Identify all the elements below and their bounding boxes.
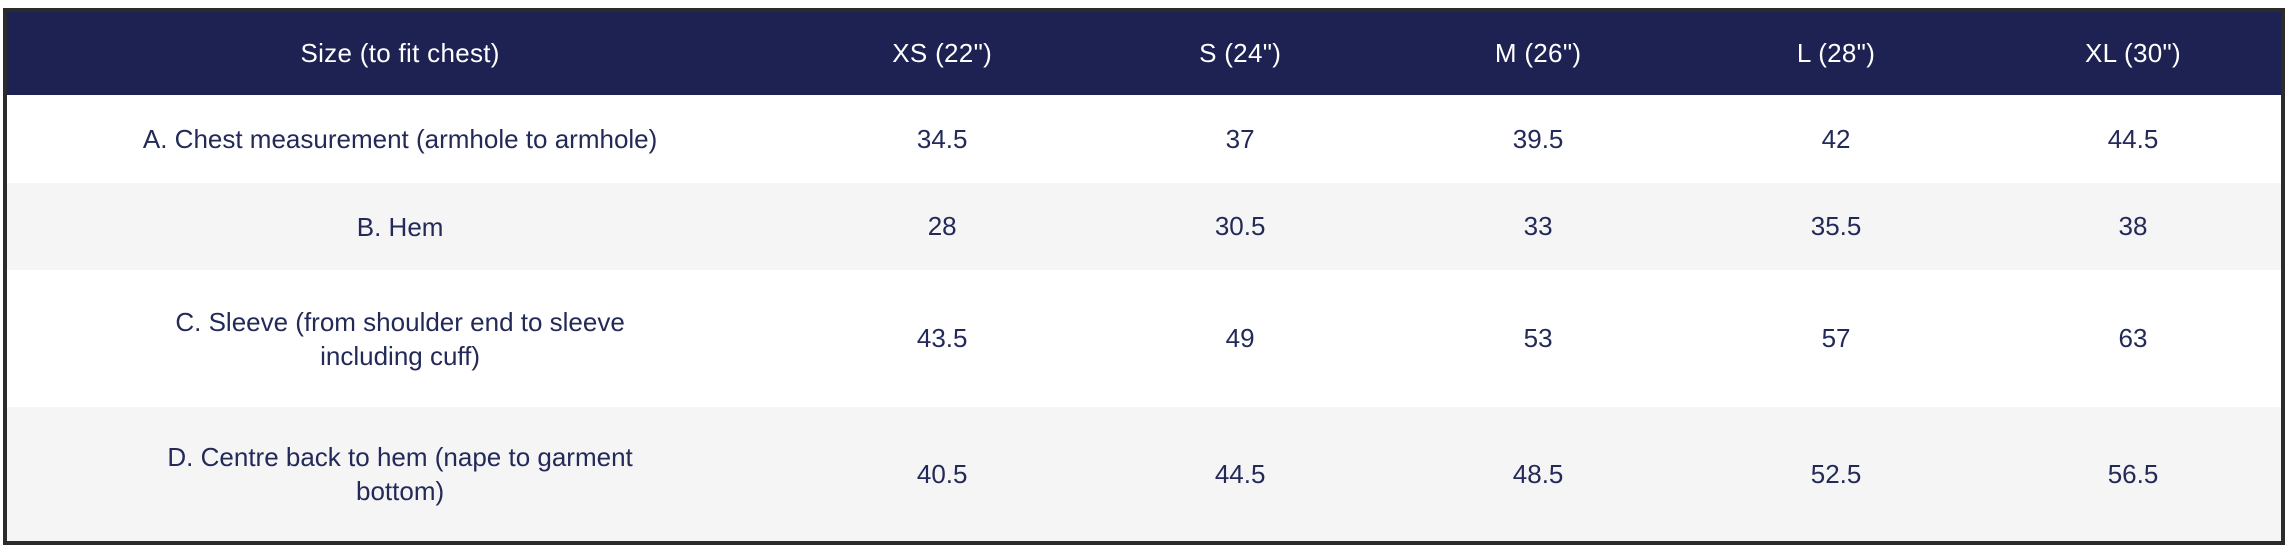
value-cell: 38 [2118, 211, 2148, 241]
value-cell: 57 [1821, 323, 1851, 353]
row-label: D. Centre back to hem (nape to garment b… [5, 407, 793, 543]
value-cell: 39.5 [1512, 123, 1564, 154]
value-cell: 34.5 [916, 123, 968, 154]
row-label-text: C. Sleeve (from shoulder end to sleeve i… [175, 306, 625, 371]
col-header-size: Size (to fit chest) [300, 38, 500, 68]
value-cell: 48.5 [1512, 458, 1564, 489]
value-cell: 44.5 [2107, 123, 2159, 154]
row-label: B. Hem [5, 183, 793, 270]
value-cell: 43.5 [916, 323, 968, 353]
size-chart-body: A. Chest measurement (armhole to armhole… [5, 95, 2283, 543]
row-chest-measurement: A. Chest measurement (armhole to armhole… [5, 95, 2283, 183]
col-header-xs: XS (22") [892, 38, 993, 68]
value-cell: 33 [1523, 211, 1553, 241]
value-cell: 53 [1523, 323, 1553, 353]
value-cell: 49 [1225, 323, 1255, 353]
value-cell: 28 [927, 211, 957, 241]
row-label-text: A. Chest measurement (armhole to armhole… [142, 124, 658, 154]
col-header-xl: XL (30") [2085, 38, 2181, 68]
value-cell: 37 [1225, 123, 1255, 154]
row-label: A. Chest measurement (armhole to armhole… [5, 95, 793, 183]
row-hem: B. Hem 28 30.5 33 35.5 38 [5, 183, 2283, 270]
size-chart-header: Size (to fit chest) XS (22") S (24") M (… [5, 10, 2283, 95]
value-cell: 42 [1821, 123, 1851, 154]
col-header-l: L (28") [1796, 38, 1876, 68]
col-header-s: S (24") [1199, 38, 1282, 68]
row-label: C. Sleeve (from shoulder end to sleeve i… [5, 270, 793, 407]
row-centre-back-to-hem: D. Centre back to hem (nape to garment b… [5, 407, 2283, 543]
value-cell: 63 [2118, 323, 2148, 353]
row-sleeve: C. Sleeve (from shoulder end to sleeve i… [5, 270, 2283, 407]
size-chart-table: Size (to fit chest) XS (22") S (24") M (… [3, 8, 2285, 545]
header-row: Size (to fit chest) XS (22") S (24") M (… [5, 10, 2283, 95]
row-label-text: B. Hem [356, 211, 444, 242]
value-cell: 30.5 [1214, 211, 1266, 241]
value-cell: 35.5 [1810, 211, 1862, 241]
value-cell: 40.5 [916, 458, 968, 489]
col-header-m: M (26") [1494, 38, 1582, 68]
value-cell: 44.5 [1214, 458, 1266, 489]
value-cell: 52.5 [1810, 458, 1862, 489]
value-cell: 56.5 [2107, 458, 2159, 489]
row-label-text: D. Centre back to hem (nape to garment b… [167, 442, 633, 506]
